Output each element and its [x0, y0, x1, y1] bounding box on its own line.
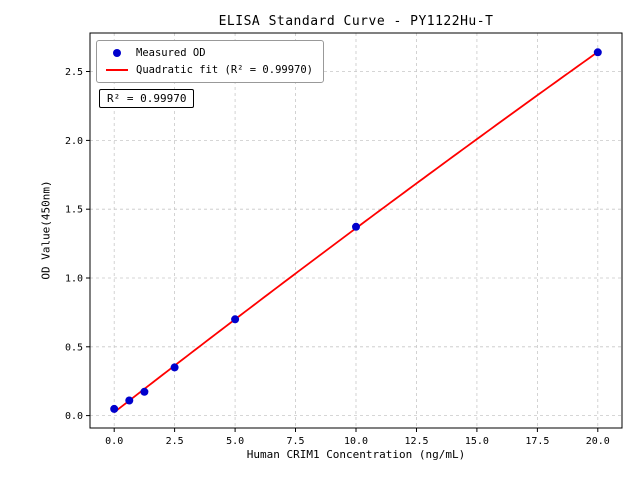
legend-label-measured-od: Measured OD: [136, 47, 206, 59]
legend-item-measured-od: Measured OD: [106, 47, 313, 59]
data-point: [593, 48, 602, 57]
y-axis-label: OD Value(450nm): [39, 180, 53, 280]
data-point: [140, 387, 149, 396]
legend-label-quadratic-fit: Quadratic fit (R² = 0.99970): [136, 64, 314, 76]
y-tick-label: 1.0: [65, 274, 83, 285]
y-tick-label: 0.0: [65, 411, 83, 422]
legend-item-quadratic-fit: Quadratic fit (R² = 0.99970): [106, 64, 313, 76]
x-tick-label: 7.5: [286, 436, 304, 447]
x-tick-label: 17.5: [525, 436, 549, 447]
y-tick-label: 0.5: [65, 342, 83, 353]
y-tick-label: 2.5: [65, 67, 83, 78]
chart-title: ELISA Standard Curve - PY1122Hu-T: [218, 14, 494, 29]
x-tick-label: 2.5: [166, 436, 184, 447]
x-tick-label: 15.0: [465, 436, 489, 447]
legend: Measured OD Quadratic fit (R² = 0.99970): [96, 40, 325, 83]
data-point: [125, 396, 134, 405]
legend-marker-line-icon: [106, 69, 128, 71]
x-axis-label: Human CRIM1 Concentration (ng/mL): [246, 448, 466, 461]
data-point: [170, 363, 179, 372]
data-point: [231, 315, 240, 324]
y-tick-label: 2.0: [65, 136, 83, 147]
grid: [90, 33, 622, 428]
x-tick-label: 20.0: [586, 436, 610, 447]
x-tick-label: 0.0: [105, 436, 123, 447]
x-tick-label: 12.5: [404, 436, 428, 447]
x-tick-label: 10.0: [344, 436, 368, 447]
axis-ticks: 0.0 2.5 5.0 7.5 10.0 12.5 15.0 17.5 20.0 0.0 0.5 1.…: [65, 67, 610, 447]
r-squared-annotation: R² = 0.99970: [99, 89, 195, 108]
legend-marker-dot-icon: [113, 49, 121, 57]
data-point: [352, 222, 360, 231]
x-tick-label: 5.0: [226, 436, 244, 447]
data-point: [110, 404, 119, 413]
data-points: [110, 48, 602, 413]
plot-border: [89, 32, 623, 429]
y-tick-label: 1.5: [65, 205, 83, 216]
